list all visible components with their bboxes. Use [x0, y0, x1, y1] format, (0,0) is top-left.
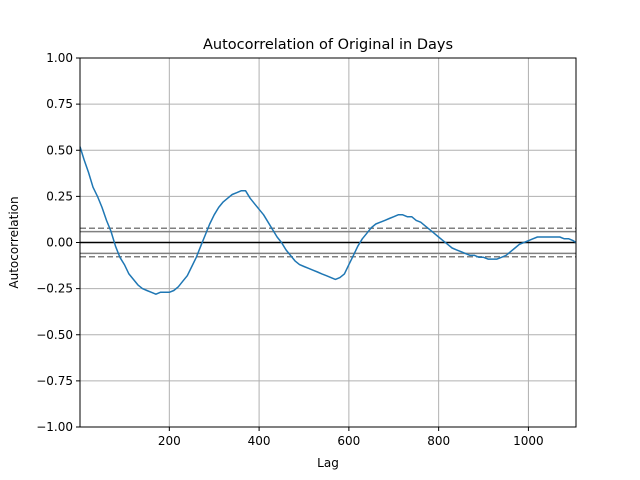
chart-title: Autocorrelation of Original in Days: [203, 37, 453, 53]
y-tick-label: 1.00: [46, 51, 73, 65]
y-tick-label: 0.75: [46, 97, 73, 111]
x-tick-label: 200: [158, 434, 181, 448]
confidence-bands: [80, 227, 576, 258]
series-layer: [79, 146, 577, 295]
y-tick-label: −0.75: [36, 374, 73, 388]
y-tick-label: 0.25: [46, 189, 73, 203]
tick-layer: 200 400 600 800 1000 −1.00 −0.75 −0.50 −0.25 0.00…: [36, 51, 543, 448]
y-tick-label: −1.00: [36, 420, 73, 434]
y-tick-label: −0.50: [36, 328, 73, 342]
x-axis-label: Lag: [317, 456, 339, 470]
y-tick-label: 0.50: [46, 143, 73, 157]
x-tick-label: 400: [248, 434, 271, 448]
x-tick-label: 800: [427, 434, 450, 448]
y-axis-label: Autocorrelation: [7, 196, 21, 288]
x-tick-label: 1000: [513, 434, 544, 448]
y-tick-label: 0.00: [46, 236, 73, 250]
x-tick-label: 600: [337, 434, 360, 448]
y-tick-label: −0.25: [36, 282, 73, 296]
autocorrelation-line: [79, 146, 577, 295]
